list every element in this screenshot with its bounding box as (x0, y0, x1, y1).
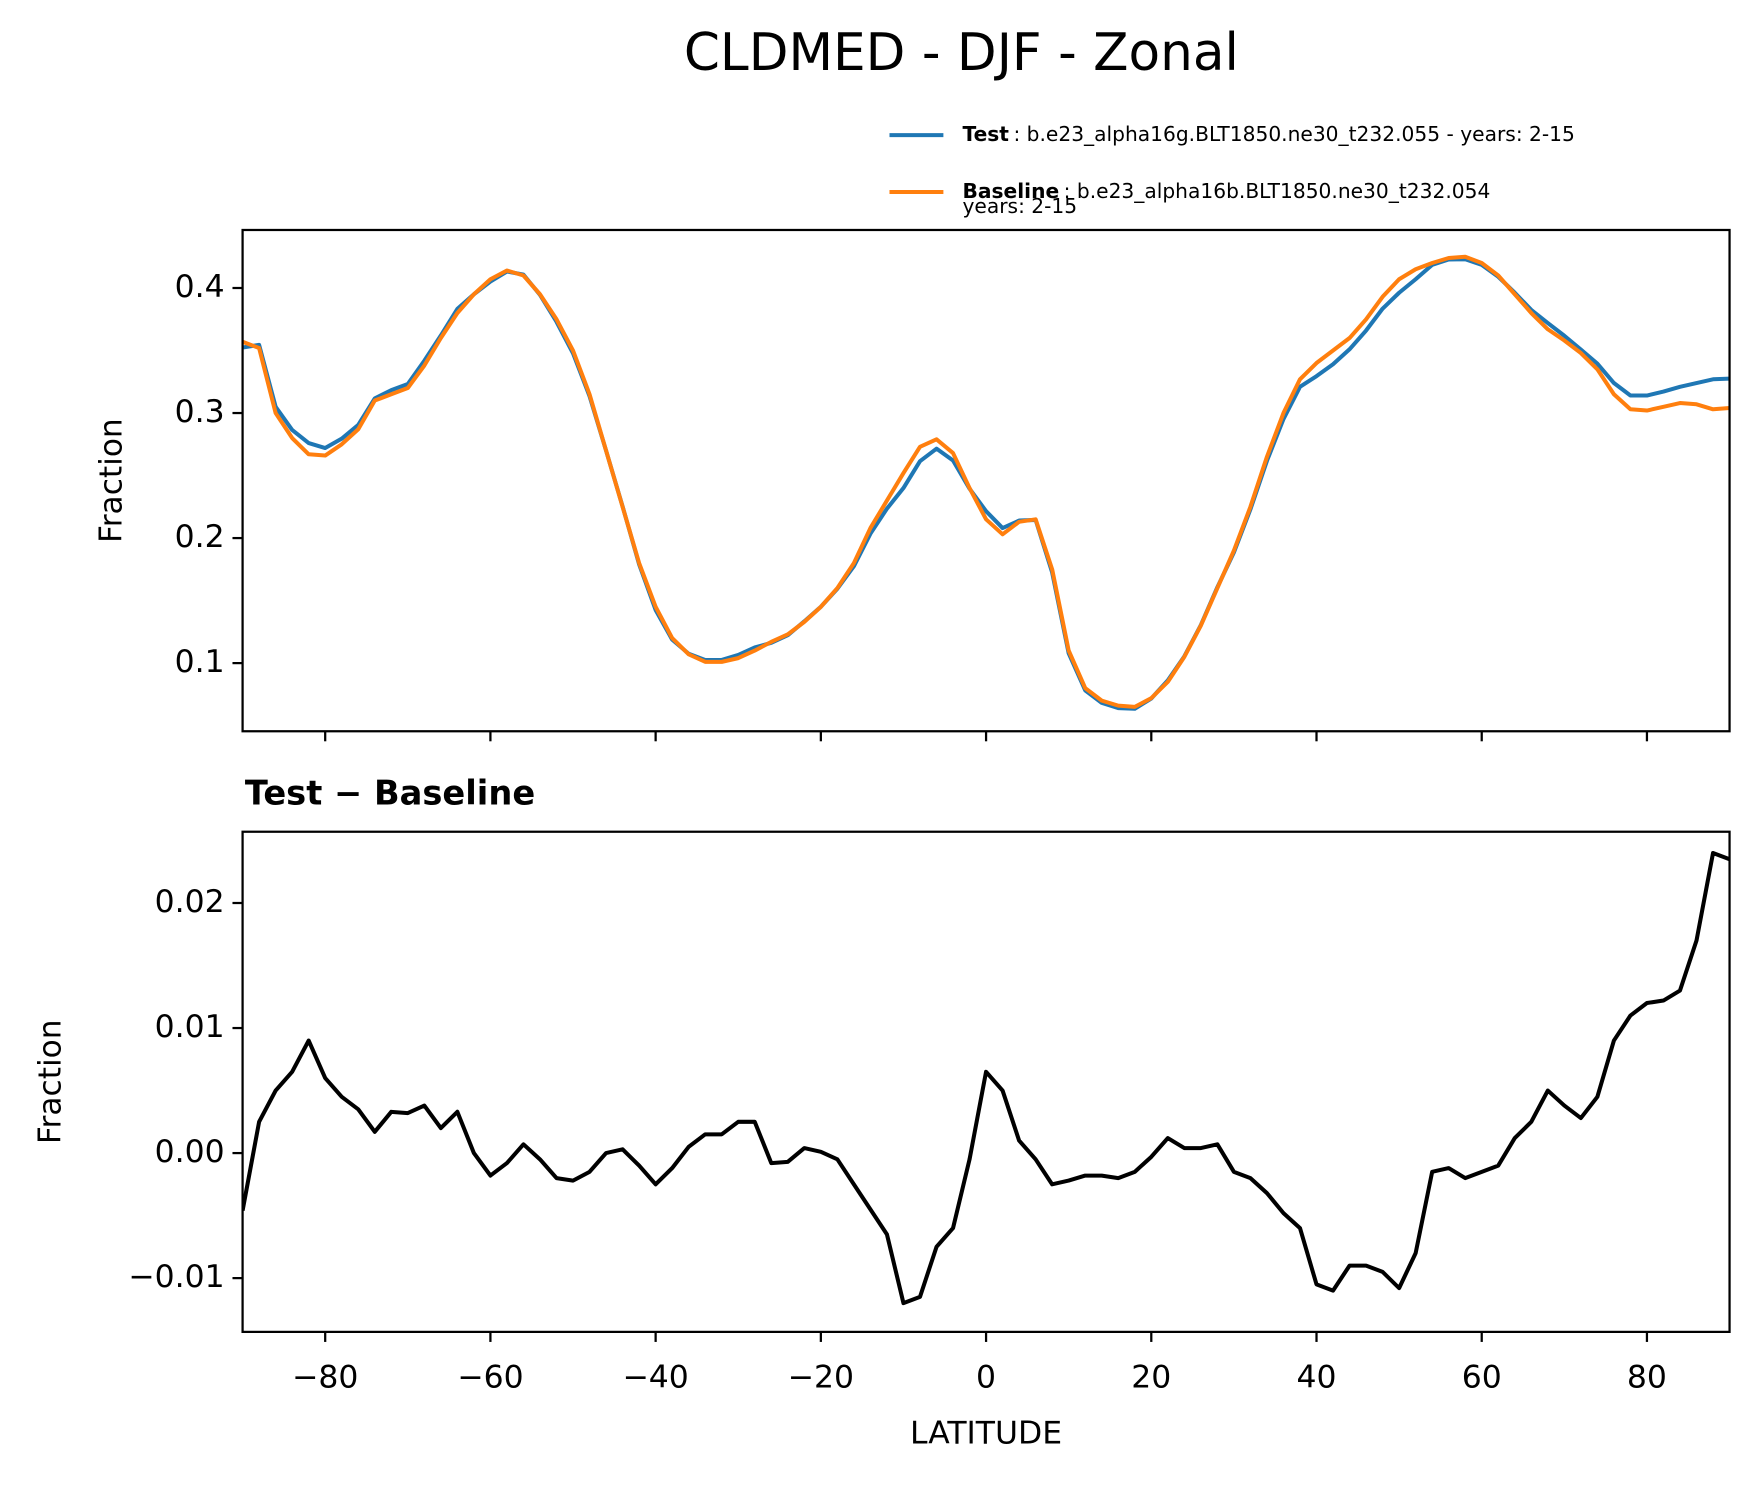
legend-description-line: years: 2-15 (962, 194, 1077, 218)
y-tick-label: −0.01 (128, 1259, 224, 1295)
x-tick-label: 80 (1627, 1360, 1667, 1396)
figure-title: CLDMED - DJF - Zonal (684, 23, 1239, 83)
y-tick-label: 0.1 (175, 644, 225, 680)
x-tick-label: −40 (622, 1360, 688, 1396)
x-tick-label: 40 (1297, 1360, 1337, 1396)
y-tick-label: 0.01 (155, 1009, 225, 1045)
x-tick-label: −80 (292, 1360, 358, 1396)
legend-description: : b.e23_alpha16g.BLT1850.ne30_t232.055 -… (1013, 122, 1574, 146)
legend-label: Test: b.e23_alpha16g.BLT1850.ne30_t232.0… (962, 122, 1574, 146)
y-tick-label: 0.02 (155, 884, 225, 920)
axes-frame (241, 830, 1731, 1334)
y-tick-label: 0.2 (175, 519, 225, 555)
y-tick-label: 0.4 (175, 269, 225, 305)
legend-name: Baseline (962, 179, 1059, 203)
legend-name: Test (962, 122, 1009, 146)
x-tick-label: −20 (788, 1360, 854, 1396)
y-axis-label: Fraction (93, 418, 129, 543)
x-tick-label: 60 (1462, 1360, 1502, 1396)
series-line (242, 850, 1730, 1306)
series-line (242, 254, 1730, 709)
y-tick-label: 0.00 (155, 1134, 225, 1170)
diff-title: Test − Baseline (245, 773, 535, 812)
x-tick-label: 20 (1131, 1360, 1171, 1396)
legend-description: : b.e23_alpha16b.BLT1850.ne30_t232.054 (1064, 179, 1491, 203)
y-axis-label: Fraction (33, 1019, 69, 1144)
x-tick-label: −60 (457, 1360, 523, 1396)
axes-frame (241, 228, 1731, 733)
legend-label: Baseline: b.e23_alpha16b.BLT1850.ne30_t2… (962, 179, 1490, 203)
y-tick-label: 0.3 (175, 394, 225, 430)
x-axis-label: LATITUDE (910, 1416, 1062, 1452)
x-tick-label: 0 (976, 1360, 996, 1396)
